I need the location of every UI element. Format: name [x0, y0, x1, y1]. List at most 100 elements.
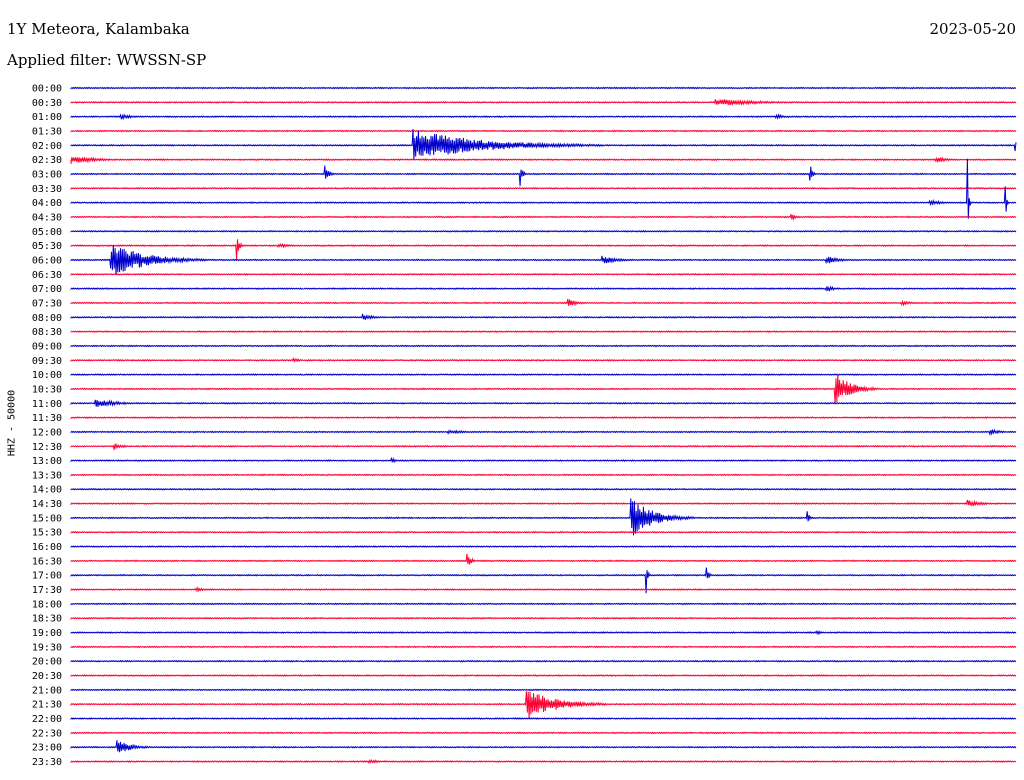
seismic-trace-row: [70, 373, 1017, 376]
seismic-trace-row: [70, 285, 1017, 293]
seismic-trace-row: [70, 129, 1017, 133]
row-time-label: 14:00: [32, 485, 62, 496]
seismic-trace-row: [70, 740, 1017, 753]
row-time-label: 00:00: [32, 84, 62, 95]
row-time-label: 10:30: [32, 384, 62, 395]
row-time-label: 17:30: [32, 585, 62, 596]
row-time-label: 12:30: [32, 442, 62, 453]
seismic-trace-row: [70, 313, 1017, 320]
seismic-trace-row: [70, 545, 1017, 548]
row-time-label: 12:00: [32, 427, 62, 438]
row-time-label: 04:30: [32, 212, 62, 223]
row-time-label: 10:00: [32, 370, 62, 381]
seismic-trace-row: [70, 487, 1017, 491]
row-time-label: 00:30: [32, 98, 62, 109]
seismic-trace-row: [70, 586, 1017, 593]
row-time-label: 07:00: [32, 284, 62, 295]
seismic-trace-row: [70, 344, 1017, 348]
seismic-trace-row: [70, 530, 1017, 534]
seismic-trace-row: [70, 428, 1017, 437]
row-time-label: 19:00: [32, 628, 62, 639]
row-time-label: 03:00: [32, 169, 62, 180]
row-time-label: 06:30: [32, 270, 62, 281]
seismic-trace-row: [70, 691, 1017, 719]
seismic-trace-row: [70, 645, 1017, 649]
row-time-label: 20:00: [32, 657, 62, 668]
seismic-trace-row: [70, 659, 1017, 663]
row-time-label: 05:30: [32, 241, 62, 252]
seismic-trace-row: [70, 499, 1017, 508]
row-time-label: 13:30: [32, 470, 62, 481]
seismic-trace-row: [70, 373, 1017, 405]
seismic-trace-row: [70, 272, 1017, 277]
seismic-trace-row: [70, 98, 1017, 107]
seismic-trace-row: [70, 298, 1017, 307]
row-time-label: 08:00: [32, 313, 62, 324]
seismic-trace-row: [70, 113, 1017, 121]
row-time-label: 07:30: [32, 298, 62, 309]
seismic-trace-row: [70, 165, 1017, 186]
row-time-label: 02:30: [32, 155, 62, 166]
row-time-label: 22:30: [32, 728, 62, 739]
row-time-label: 22:00: [32, 714, 62, 725]
row-time-label: 02:00: [32, 141, 62, 152]
seismic-trace-row: [70, 186, 1017, 191]
seismic-trace-row: [70, 213, 1017, 221]
row-time-label: 09:00: [32, 341, 62, 352]
seismic-trace-row: [70, 717, 1017, 721]
row-time-label: 16:30: [32, 556, 62, 567]
row-time-label: 21:00: [32, 685, 62, 696]
row-time-label: 11:00: [32, 399, 62, 410]
row-time-label: 21:30: [32, 700, 62, 711]
seismic-trace-row: [70, 330, 1017, 334]
row-time-label: 19:30: [32, 642, 62, 653]
seismic-trace-row: [70, 616, 1017, 621]
row-time-label: 04:00: [32, 198, 62, 209]
seismic-trace-row: [70, 630, 1017, 636]
row-time-label: 05:00: [32, 227, 62, 238]
seismic-trace-row: [70, 399, 1017, 407]
row-time-label: 23:00: [32, 743, 62, 754]
seismic-trace-row: [70, 156, 1017, 164]
row-time-label: 08:30: [32, 327, 62, 338]
row-time-label: 15:00: [32, 513, 62, 524]
row-time-label: 14:30: [32, 499, 62, 510]
seismic-trace-row: [70, 473, 1017, 477]
seismic-trace-row: [70, 567, 1017, 594]
row-time-label: 17:00: [32, 571, 62, 582]
seismic-trace-row: [70, 688, 1017, 692]
seismic-trace-row: [70, 456, 1017, 464]
seismic-trace-row: [70, 416, 1017, 420]
row-time-label: 23:30: [32, 757, 62, 768]
seismic-trace-row: [70, 674, 1017, 678]
date-label: 2023-05-20: [929, 20, 1016, 38]
seismic-trace-row: [70, 86, 1017, 90]
seismic-trace-row: [70, 128, 1017, 160]
row-time-label: 18:00: [32, 599, 62, 610]
row-time-label: 01:00: [32, 112, 62, 123]
seismic-trace-row: [70, 357, 1017, 364]
seismic-trace-row: [70, 229, 1017, 233]
row-time-label: 01:30: [32, 126, 62, 137]
station-title: 1Y Meteora, Kalambaka: [7, 20, 190, 38]
row-time-label: 11:30: [32, 413, 62, 424]
seismic-trace-row: [70, 758, 1017, 765]
seismic-trace-row: [70, 731, 1017, 735]
seismic-trace-row: [70, 602, 1017, 606]
row-time-label: 18:30: [32, 614, 62, 625]
row-time-label: 09:30: [32, 356, 62, 367]
seismic-trace-row: [70, 239, 1017, 260]
seismic-trace-row: [70, 245, 1017, 276]
row-time-label: 15:30: [32, 528, 62, 539]
row-time-label: 06:00: [32, 255, 62, 266]
row-time-label: 16:00: [32, 542, 62, 553]
seismic-trace-row: [70, 158, 1017, 219]
seismic-trace-row: [70, 443, 1017, 450]
row-time-label: 20:30: [32, 671, 62, 682]
filter-label: Applied filter: WWSSN-SP: [7, 51, 207, 69]
seismic-trace-row: [70, 498, 1017, 536]
row-time-label: 13:00: [32, 456, 62, 467]
row-time-label: 03:30: [32, 184, 62, 195]
seismic-trace-row: [70, 553, 1017, 565]
